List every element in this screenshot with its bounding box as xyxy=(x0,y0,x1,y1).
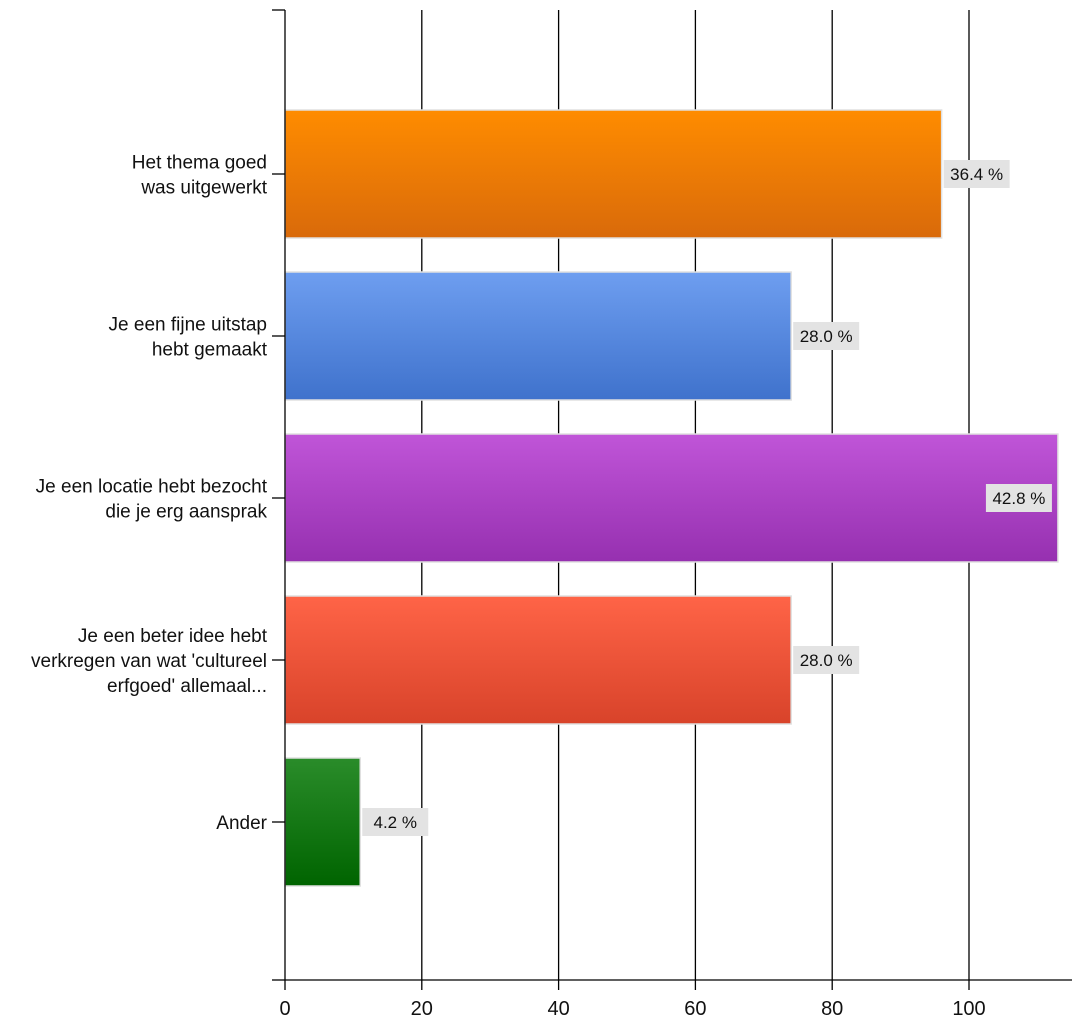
data-label: 36.4 % xyxy=(950,165,1003,184)
bar-0 xyxy=(284,109,943,239)
category-label: erfgoed' allemaal... xyxy=(107,676,267,697)
data-label: 28.0 % xyxy=(800,327,853,346)
bar-1 xyxy=(284,271,792,401)
x-tick-label: 100 xyxy=(952,998,985,1020)
x-tick-label: 60 xyxy=(684,998,706,1020)
category-label: Je een locatie hebt bezocht xyxy=(36,477,268,498)
data-label-box-1 xyxy=(793,322,860,350)
data-label: 28.0 % xyxy=(800,651,853,670)
bar-4 xyxy=(284,757,361,887)
data-label-box-0 xyxy=(943,160,1010,188)
x-tick-label: 80 xyxy=(821,998,843,1020)
data-label-box-4 xyxy=(362,808,429,836)
category-label: Je een beter idee hebt xyxy=(78,626,268,647)
x-tick-label: 20 xyxy=(411,998,433,1020)
category-label: Het thema goed xyxy=(132,153,267,174)
bar-3 xyxy=(284,595,792,725)
category-label: Ander xyxy=(216,813,267,834)
data-label: 42.8 % xyxy=(992,489,1045,508)
x-tick-label: 0 xyxy=(279,998,290,1020)
category-label: verkregen van wat 'cultureel xyxy=(31,651,267,672)
x-tick-label: 40 xyxy=(547,998,569,1020)
data-label-box-2 xyxy=(985,484,1052,512)
data-label-box-3 xyxy=(793,646,860,674)
category-label: die je erg aansprak xyxy=(105,502,267,523)
data-label: 4.2 % xyxy=(373,813,416,832)
category-label: hebt gemaakt xyxy=(152,340,268,361)
category-label: Je een fijne uitstap xyxy=(109,315,267,336)
bar-2 xyxy=(284,433,1059,563)
category-label: was uitgewerkt xyxy=(140,178,267,199)
